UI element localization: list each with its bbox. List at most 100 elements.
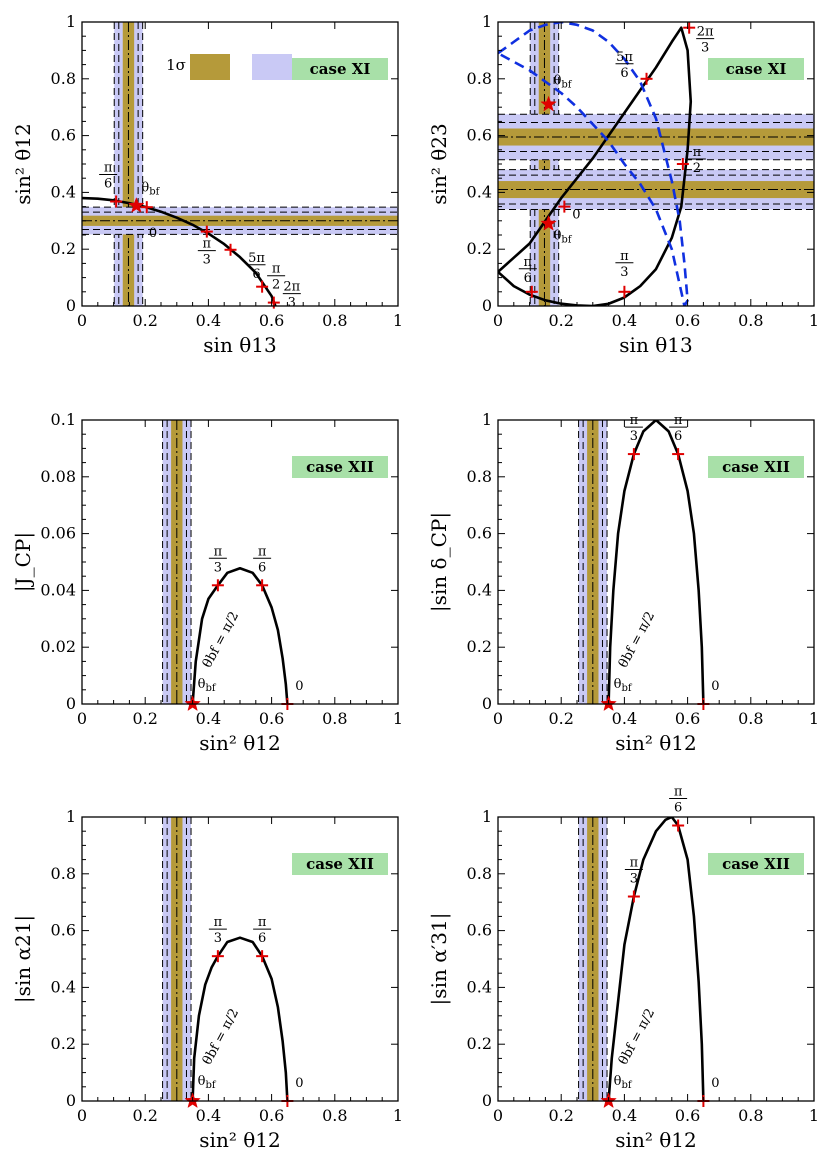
y-tick-label: 1 [66, 807, 76, 826]
y-tick-label: 0.2 [51, 239, 76, 258]
marker-label-den: 2 [272, 278, 280, 293]
marker-label-num: π [524, 255, 533, 270]
band-1sigma-vertical [122, 22, 135, 306]
x-tick-label: 0.6 [675, 311, 700, 330]
x-tick-label: 0.6 [675, 1106, 700, 1125]
slanted-annotation: θbf = π/2 [200, 1006, 242, 1067]
marker-label-num: 2π [697, 25, 714, 40]
plot-area [578, 420, 705, 704]
marker-label: θbf [198, 677, 217, 694]
plot-area [162, 420, 289, 704]
marker-label-num: π [258, 915, 267, 930]
slanted-annotation: θbf = π/2 [616, 609, 658, 670]
x-tick-label: 1 [393, 311, 403, 330]
marker-label-num: π [214, 544, 223, 559]
marker-label-den: 6 [524, 271, 532, 286]
marker-label-den: 3 [288, 296, 296, 311]
x-tick-label: 0.4 [196, 709, 221, 728]
data-point: π3 [208, 915, 227, 963]
marker-label-den: 6 [620, 66, 628, 81]
x-tick-label: 1 [809, 1106, 819, 1125]
series-arch [607, 817, 705, 1101]
x-tick-label: 0.2 [132, 1106, 157, 1125]
marker-label-den: 6 [104, 176, 112, 191]
x-tick-label: 0.6 [259, 709, 284, 728]
case-badge [708, 853, 804, 875]
marker-label-den: 3 [620, 265, 628, 280]
case-label: case XII [306, 855, 374, 873]
series-ellipse [498, 26, 693, 306]
marker-label-den: 6 [258, 931, 266, 946]
y-tick-label: 0.8 [51, 69, 76, 88]
y-tick-label: 0.6 [467, 921, 492, 940]
y-tick-label: 0.02 [40, 637, 76, 656]
marker-label-den: 6 [674, 801, 682, 816]
y-axis-label: |J_CP| [11, 532, 36, 592]
marker-label-den: 6 [252, 267, 260, 282]
y-tick-label: 0.6 [51, 921, 76, 940]
marker-label-den: 2 [693, 161, 701, 176]
case-badge [292, 58, 388, 80]
x-tick-label: 0.2 [548, 709, 573, 728]
data-point: π6 [253, 544, 272, 592]
data-point: π2 [256, 262, 286, 293]
marker-label-num: π [674, 785, 683, 800]
data-point: 0 [697, 1076, 720, 1107]
y-tick-label: 1 [482, 410, 492, 429]
series-arch [191, 936, 289, 1101]
marker-label-num: π [203, 237, 212, 252]
legend-1sigma-swatch [190, 54, 230, 80]
marker-label: θbf [198, 1074, 217, 1091]
y-tick-label: 1 [66, 12, 76, 31]
marker-label-num: 2π [283, 280, 300, 295]
marker-label: θbf [141, 181, 160, 198]
x-tick-label: 0.6 [675, 709, 700, 728]
marker-label: θbf [554, 73, 573, 90]
x-tick-label: 0 [77, 709, 87, 728]
marker-label-den: 3 [701, 41, 709, 56]
y-tick-label: 0.06 [40, 524, 76, 543]
x-tick-label: 0.2 [132, 311, 157, 330]
x-axis-label: sin θ13 [203, 333, 276, 357]
marker-label-num: π [214, 915, 223, 930]
marker-label-num: π [630, 856, 639, 871]
case-badge [708, 58, 804, 80]
x-tick-label: 0.2 [132, 709, 157, 728]
slanted-annotation: θbf = π/2 [200, 609, 242, 670]
star-marker [540, 95, 557, 112]
marker-label-num: 5π [248, 251, 265, 266]
data-point: 2π3 [683, 21, 715, 56]
marker-label: 0 [295, 679, 303, 694]
y-tick-label: 0.8 [467, 69, 492, 88]
y-tick-label: 0.2 [467, 637, 492, 656]
y-tick-label: 0.6 [467, 126, 492, 145]
y-axis-label: sin² θ12 [11, 123, 35, 204]
x-tick-label: 0.4 [196, 1106, 221, 1125]
x-tick-label: 0 [493, 709, 503, 728]
y-tick-label: 0 [66, 694, 76, 713]
marker-label: θbf [614, 677, 633, 694]
x-tick-label: 0 [493, 311, 503, 330]
y-tick-label: 0.4 [51, 977, 76, 996]
x-tick-label: 0.2 [548, 311, 573, 330]
legend: 1σ3σ [166, 54, 292, 80]
data-point: π3 [615, 249, 634, 298]
series-arch [191, 566, 289, 704]
data-point: π6 [253, 915, 272, 963]
data-point: 0 [281, 1076, 304, 1107]
marker-label: 0 [149, 226, 157, 241]
marker-label: θbf [554, 229, 573, 246]
y-tick-label: 0.8 [467, 467, 492, 486]
x-tick-label: 0 [77, 1106, 87, 1125]
y-axis-label: |sin α′31| [427, 913, 452, 1006]
x-tick-label: 0.8 [322, 1106, 347, 1125]
x-tick-label: 1 [809, 311, 819, 330]
marker-label-num: 5π [616, 50, 633, 65]
data-point [140, 201, 153, 214]
marker-label: 0 [572, 208, 580, 223]
band-1sigma-vertical [171, 420, 183, 704]
plot-area [578, 817, 705, 1101]
marker-label-num: π [104, 160, 113, 175]
plot-area [162, 817, 289, 1101]
